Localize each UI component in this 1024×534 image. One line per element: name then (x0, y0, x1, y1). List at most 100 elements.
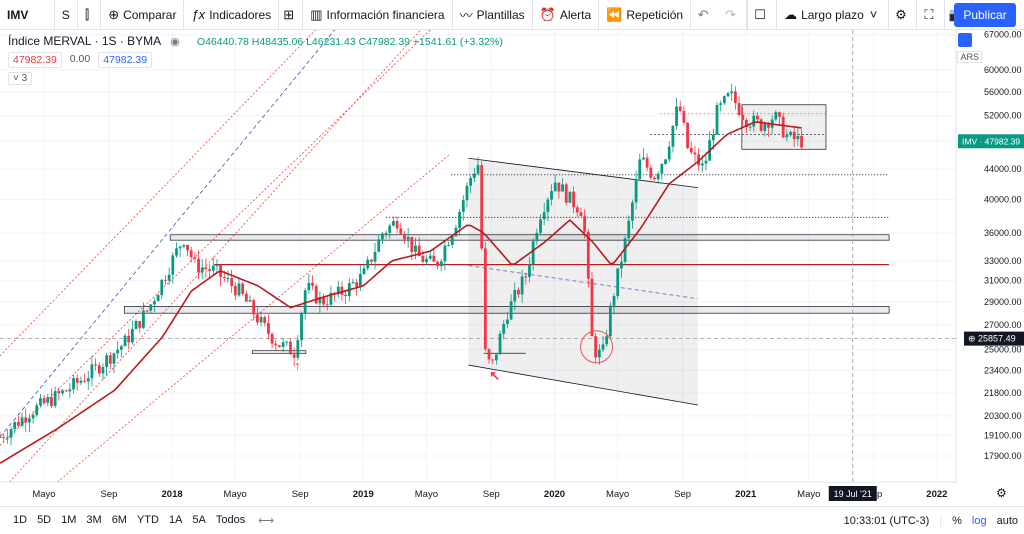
candle-body (9, 429, 13, 438)
alert-button[interactable]: ⏰ Alerta (533, 0, 600, 30)
candle-body (300, 313, 303, 341)
candle-body (443, 245, 447, 262)
crosshair-price-label: ⊕ 25857.49 (968, 334, 1016, 344)
candle-body (403, 233, 406, 240)
price-tick-label: 40000.00 (984, 194, 1022, 204)
publish-button[interactable]: Publicar (954, 3, 1016, 27)
eye-icon[interactable]: ◉ (170, 36, 180, 48)
candle-body (270, 333, 274, 344)
candle-body (377, 239, 381, 252)
timeframe-5d[interactable]: 5D (37, 514, 52, 526)
auto-toggle[interactable]: auto (996, 514, 1018, 527)
candle-body (351, 282, 355, 284)
price-chart[interactable]: ↑↖67000.0060000.0056000.0052000.0048000.… (0, 30, 1024, 506)
legend-collapse-button[interactable]: ˅ 3 (8, 72, 33, 85)
candle-body (752, 115, 756, 127)
layout-name-button[interactable]: ☁ Largo plazo ˅ (777, 0, 890, 30)
timeframe-ytd[interactable]: YTD (136, 514, 159, 526)
candle-body (509, 301, 513, 320)
candle-body (733, 91, 737, 104)
time-tick-label: Sep (483, 489, 500, 500)
timeframe-todos[interactable]: Todos (215, 514, 246, 526)
replay-button[interactable]: ⏪ Repetición (599, 0, 692, 30)
time-tick-label: 2019 (353, 489, 374, 500)
timeframe-1m[interactable]: 1M (61, 514, 77, 526)
candle-body (5, 437, 9, 439)
sell-price[interactable]: 47982.39 (8, 52, 62, 68)
timeframe-1a[interactable]: 1A (168, 514, 183, 526)
candle-body (439, 261, 443, 267)
price-tick-label: 60000.00 (984, 65, 1022, 75)
candle-body (513, 289, 517, 302)
candle-body (535, 232, 539, 242)
candle-body (358, 273, 362, 287)
symbol-description: Índice MERVAL · 1S · BYMA (8, 34, 162, 48)
chart-type-button[interactable]: ⫿ (78, 0, 102, 30)
candle-body (594, 336, 598, 358)
percent-toggle[interactable]: % (952, 514, 962, 527)
layout-select-button[interactable]: ☐ (747, 0, 778, 30)
candle-body (57, 391, 61, 394)
candle-body (160, 279, 164, 296)
timeframe-5a[interactable]: 5A (192, 514, 206, 526)
candle-body (311, 282, 314, 286)
compare-button[interactable]: ⊕ Comparar (101, 0, 185, 30)
candle-body (53, 391, 57, 407)
candle-body (428, 255, 432, 259)
time-tick-label: Sep (292, 489, 309, 500)
candle-body (182, 244, 186, 247)
candle-body (524, 276, 528, 278)
candle-body (366, 259, 370, 269)
price-tick-label: 31000.00 (984, 276, 1022, 286)
timeframe-6m[interactable]: 6M (111, 514, 127, 526)
undo-button[interactable]: ↶ (691, 0, 719, 30)
candle-body (222, 276, 226, 279)
financials-button[interactable]: ▥ Información financiera (303, 0, 453, 30)
timeframe-3m[interactable]: 3M (86, 514, 102, 526)
candle-body (450, 236, 454, 245)
candle-body (381, 233, 384, 240)
price-tick-label: 56000.00 (984, 87, 1022, 97)
candle-body (528, 264, 531, 277)
candle-body (164, 279, 167, 281)
candle-body (417, 245, 421, 257)
candle-body (748, 126, 752, 128)
candle-body (502, 324, 506, 334)
candle-body (601, 344, 605, 350)
interval-button[interactable]: S (55, 0, 79, 30)
trade-badges: 47982.39 0.00 47982.39 (8, 52, 153, 68)
candle-body (278, 345, 281, 347)
settings-button[interactable]: ⚙ (889, 0, 918, 30)
candle-body (244, 293, 248, 302)
fx-icon: ƒx (191, 7, 206, 22)
axis-settings-gear-icon[interactable]: ⚙ (996, 486, 1007, 500)
log-toggle[interactable]: log (971, 514, 987, 527)
up-arrow-annotation: ↑ (294, 358, 301, 373)
buy-price[interactable]: 47982.39 (98, 52, 153, 68)
time-tick-label: Mayo (606, 489, 629, 500)
candle-body (689, 147, 693, 153)
indicators-button[interactable]: ƒx Indicadores (184, 0, 280, 30)
compare-label: Comparar (123, 7, 177, 22)
candle-body (664, 159, 667, 164)
price-tick-label: 19100.00 (984, 430, 1022, 440)
goto-date-icon[interactable]: ⟷ (258, 514, 275, 527)
candle-body (700, 163, 704, 166)
clock[interactable]: 10:33:01 (UTC-3) (843, 514, 930, 527)
candle-body (362, 268, 366, 274)
symbol-search[interactable]: IMV (0, 0, 55, 30)
indicators-templates-button[interactable]: ⊞ (279, 0, 304, 30)
fullscreen-button[interactable]: ⛶ (917, 0, 946, 30)
redo-button[interactable]: ↷ (719, 0, 748, 30)
timeframe-1d[interactable]: 1D (13, 514, 28, 526)
candle-body (384, 232, 388, 234)
sync-icon[interactable] (958, 33, 972, 47)
candle-body (557, 182, 561, 192)
candle-body (726, 93, 730, 97)
templates-button[interactable]: 〰 Plantillas (453, 0, 533, 30)
candle-body (233, 285, 237, 296)
candle-body (506, 319, 509, 325)
candle-body (693, 152, 697, 155)
candle-body (487, 349, 491, 360)
candle-body (79, 380, 83, 383)
